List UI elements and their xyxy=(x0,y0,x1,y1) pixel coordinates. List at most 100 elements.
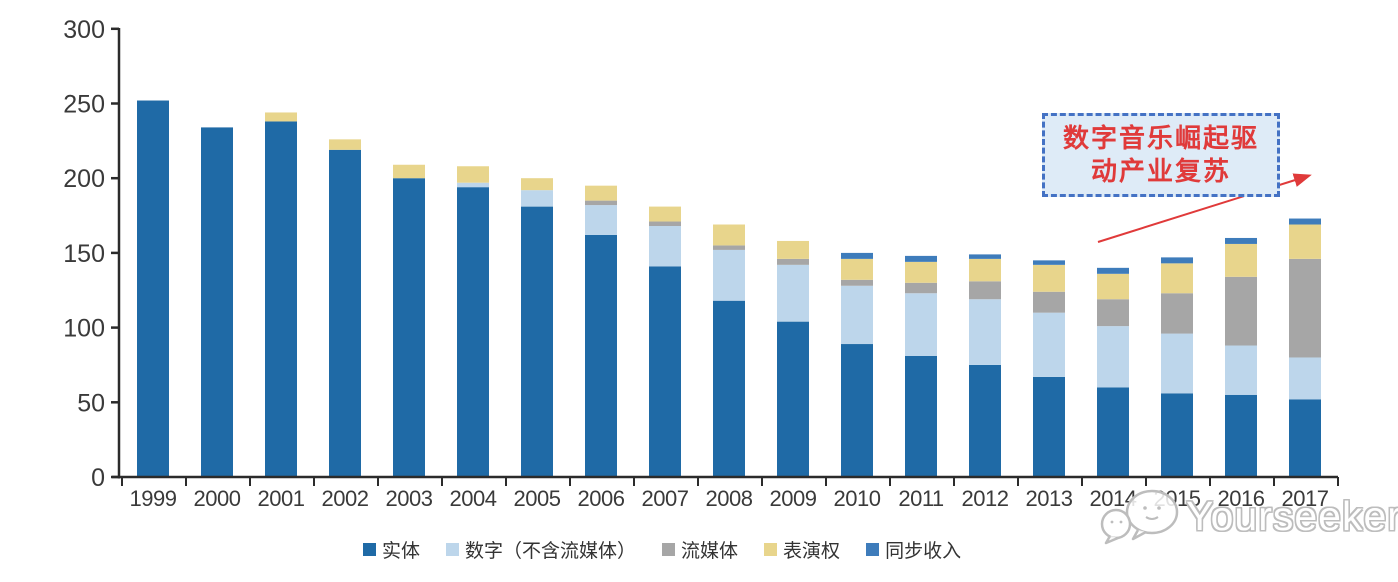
bar-segment-2002-physical xyxy=(329,149,361,477)
axes-layer: 0 50 100 150 200 250 300 1999 2000 2001 2002 2003 20… xyxy=(63,16,1339,511)
bar-segment-2016-performance-rights xyxy=(1225,243,1257,277)
bar-segment-2011-physical xyxy=(905,355,937,477)
x-axis-tick-label: 2002 xyxy=(322,486,369,511)
x-axis-tick-label: 2013 xyxy=(1026,486,1073,511)
bar-segment-2009-physical xyxy=(777,321,809,477)
bar-segment-2007-physical xyxy=(649,266,681,477)
bar-segment-2017-physical xyxy=(1289,399,1321,477)
legend-swatch-performance-rights xyxy=(764,543,778,556)
bar-segment-2017-sync xyxy=(1289,218,1321,225)
bar-segment-2010-digital-excl-streaming xyxy=(841,285,873,345)
bar-segment-2010-sync xyxy=(841,252,873,259)
bar-segment-2011-sync xyxy=(905,255,937,262)
bar-segment-2007-streaming xyxy=(649,221,681,227)
y-axis-tick-label: 200 xyxy=(63,165,105,193)
bar-segment-2010-streaming xyxy=(841,279,873,286)
chart-legend: 实体 数字（不含流媒体） 流媒体 表演权 同步收入 xyxy=(363,536,961,563)
bar-segment-2016-streaming xyxy=(1225,276,1257,346)
legend-label: 同步收入 xyxy=(885,541,962,562)
bar-segment-2014-sync xyxy=(1097,267,1129,274)
bar-segment-2015-streaming xyxy=(1161,293,1193,334)
bar-segment-2009-performance-rights xyxy=(777,240,809,259)
bar-segment-2010-physical xyxy=(841,344,873,477)
x-axis-tick-label: 1999 xyxy=(130,486,177,511)
bar-segment-2014-physical xyxy=(1097,387,1129,477)
bar-segment-2008-physical xyxy=(713,300,745,477)
x-axis-tick-label: 2008 xyxy=(706,486,753,511)
annotation-callout: 数字音乐崛起驱 动产业复苏 xyxy=(1042,113,1280,197)
legend-label: 实体 xyxy=(382,541,421,562)
bar-segment-2013-digital-excl-streaming xyxy=(1033,312,1065,377)
legend-label: 数字（不含流媒体） xyxy=(465,541,637,562)
wechat-bubbles-icon xyxy=(1100,489,1179,545)
bar-segment-2017-streaming xyxy=(1289,258,1321,358)
bar-segment-2007-digital-excl-streaming xyxy=(649,226,681,267)
bar-segment-2016-sync xyxy=(1225,237,1257,244)
x-axis-tick-label: 2001 xyxy=(258,486,305,511)
bar-segment-2011-streaming xyxy=(905,282,937,294)
legend-swatch-streaming xyxy=(662,543,676,556)
y-axis-tick-label: 150 xyxy=(63,240,105,268)
bar-segment-2006-digital-excl-streaming xyxy=(585,205,617,235)
x-axis-tick-label: 2005 xyxy=(514,486,561,511)
bar-segment-2010-performance-rights xyxy=(841,258,873,280)
legend-item-streaming: 流媒体 xyxy=(662,536,738,563)
bar-segment-2015-digital-excl-streaming xyxy=(1161,333,1193,394)
bar-segment-2009-digital-excl-streaming xyxy=(777,264,809,322)
bar-segment-2005-physical xyxy=(521,206,553,477)
legend-label: 表演权 xyxy=(783,541,841,562)
x-axis-tick-label: 2007 xyxy=(642,486,689,511)
bar-segment-2001-physical xyxy=(265,121,297,477)
bar-segment-2001-performance-rights xyxy=(265,112,297,122)
bars-layer xyxy=(137,100,1321,478)
x-axis-tick-label: 2010 xyxy=(834,486,881,511)
legend-item-physical: 实体 xyxy=(363,536,420,563)
annotation-text-line1: 数字音乐崛起驱 xyxy=(1062,124,1259,153)
bar-segment-2011-digital-excl-streaming xyxy=(905,293,937,356)
x-axis-tick-label: 2006 xyxy=(578,486,625,511)
bar-segment-2012-performance-rights xyxy=(969,258,1001,282)
bar-segment-2012-streaming xyxy=(969,281,1001,300)
bar-segment-2015-sync xyxy=(1161,257,1193,264)
x-axis-tick-label: 2011 xyxy=(898,486,944,511)
bar-segment-2009-streaming xyxy=(777,258,809,265)
bar-segment-2006-streaming xyxy=(585,200,617,206)
bar-segment-1999-physical xyxy=(137,100,169,478)
bar-segment-2005-digital-excl-streaming xyxy=(521,190,553,207)
bar-segment-2004-physical xyxy=(457,187,489,477)
bar-segment-2013-sync xyxy=(1033,260,1065,265)
bar-segment-2006-physical xyxy=(585,234,617,477)
x-axis-tick-label: 2016 xyxy=(1218,486,1265,511)
y-axis-tick-label: 0 xyxy=(91,464,105,492)
bar-segment-2013-performance-rights xyxy=(1033,264,1065,292)
bar-segment-2003-physical xyxy=(393,178,425,477)
legend-item-digital-excl-streaming: 数字（不含流媒体） xyxy=(446,536,636,563)
legend-swatch-digital-excl-streaming xyxy=(446,543,460,556)
y-axis-tick-label: 250 xyxy=(63,91,105,119)
bar-segment-2012-digital-excl-streaming xyxy=(969,299,1001,365)
bar-segment-2004-performance-rights xyxy=(457,166,489,183)
bar-segment-2008-digital-excl-streaming xyxy=(713,249,745,301)
bar-segment-2013-streaming xyxy=(1033,291,1065,313)
bar-segment-2008-streaming xyxy=(713,245,745,250)
watermark: Yourseeker xyxy=(1100,486,1398,546)
bar-segment-2015-physical xyxy=(1161,393,1193,477)
legend-item-sync: 同步收入 xyxy=(866,536,961,563)
bar-segment-2003-performance-rights xyxy=(393,164,425,179)
annotation-text-line2: 动产业复苏 xyxy=(1090,157,1231,186)
bar-segment-2017-digital-excl-streaming xyxy=(1289,357,1321,400)
y-axis-tick-label: 100 xyxy=(63,315,105,343)
bar-segment-2002-performance-rights xyxy=(329,139,361,150)
x-axis-tick-label: 2000 xyxy=(194,486,241,511)
bar-segment-2000-physical xyxy=(201,127,233,478)
bar-segment-2013-physical xyxy=(1033,376,1065,477)
bar-segment-2014-performance-rights xyxy=(1097,273,1129,300)
x-axis-tick-label: 2004 xyxy=(450,486,497,511)
bar-segment-2006-performance-rights xyxy=(585,185,617,201)
y-axis-tick-label: 300 xyxy=(63,16,105,44)
bar-segment-2011-performance-rights xyxy=(905,261,937,283)
bar-segment-2005-performance-rights xyxy=(521,178,553,191)
watermark-text: Yourseeker xyxy=(1186,492,1398,539)
